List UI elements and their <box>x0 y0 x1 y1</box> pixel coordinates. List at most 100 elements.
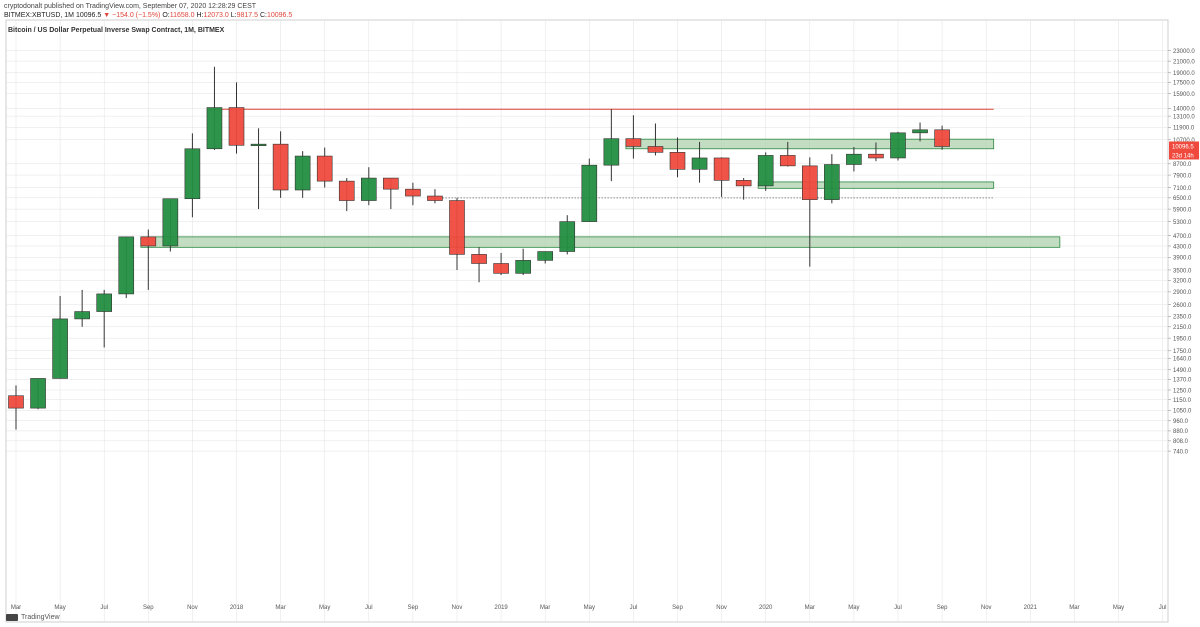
x-tick-label: Mar <box>1069 605 1079 611</box>
x-tick-label: Jul <box>630 605 638 611</box>
x-tick-label: May <box>319 605 330 611</box>
publisher-line: cryptodonalt published on TradingView.co… <box>4 3 257 10</box>
plot-frame <box>5 19 1169 623</box>
candle-body <box>912 129 928 134</box>
candle-body <box>779 155 796 167</box>
y-tick-label: 1050.0 <box>1173 409 1192 415</box>
y-tick-label: 5300.0 <box>1173 220 1192 226</box>
candle-body <box>427 195 443 201</box>
y-tick-label: 880.0 <box>1173 429 1189 435</box>
candle-body <box>30 378 46 409</box>
y-tick-label: 7900.0 <box>1173 173 1192 179</box>
last-price-tag <box>1169 141 1199 151</box>
y-tick-label: 3900.0 <box>1173 256 1192 262</box>
candle-body <box>647 146 664 153</box>
candle-body <box>757 155 774 187</box>
x-tick-label: Sep <box>143 605 154 611</box>
candle-body <box>140 236 157 247</box>
candle-body <box>603 138 620 166</box>
x-tick-label: Jul <box>365 605 373 611</box>
last-price-label: 10096.5 <box>1172 144 1194 150</box>
candle-body <box>713 157 730 181</box>
y-tick-label: 1750.0 <box>1173 349 1192 355</box>
y-tick-label: 21000.0 <box>1173 59 1195 65</box>
y-tick-label: 1950.0 <box>1173 336 1192 342</box>
candle-body <box>581 164 598 222</box>
candle-body <box>801 165 818 200</box>
x-tick-label: May <box>1113 605 1124 611</box>
candle-body <box>383 177 399 190</box>
candle-body <box>691 157 708 170</box>
y-tick-label: 15900.0 <box>1173 92 1195 98</box>
candle-body <box>272 143 289 191</box>
x-tick-label: Nov <box>716 605 727 611</box>
y-tick-label: 11900.0 <box>1173 126 1195 132</box>
x-tick-label: 2019 <box>494 605 508 611</box>
candle-body <box>669 152 686 170</box>
candle-body <box>360 177 377 201</box>
candle-body <box>449 200 465 255</box>
candle-body <box>228 107 245 146</box>
x-tick-label: Jul <box>100 605 108 611</box>
close-value: 10096.5 <box>266 12 293 19</box>
candle-body <box>74 311 90 320</box>
y-tick-label: 10700.0 <box>1173 138 1195 144</box>
candle-body <box>515 260 531 274</box>
candle-body <box>206 107 223 150</box>
x-tick-label: Mar <box>11 605 21 611</box>
y-tick-label: 2150.0 <box>1173 325 1192 331</box>
x-tick-label: 2021 <box>1024 605 1038 611</box>
candle-body <box>162 198 179 247</box>
last-price: 10096.5 <box>75 12 102 19</box>
candle-body <box>559 221 576 252</box>
candle-body <box>471 254 487 264</box>
y-tick-label: 740.0 <box>1173 449 1189 455</box>
y-tick-label: 17500.0 <box>1173 81 1195 87</box>
arrow-down-icon: ▼ <box>103 12 111 19</box>
y-tick-label: 960.0 <box>1173 419 1189 425</box>
y-tick-label: 1150.0 <box>1173 398 1192 404</box>
candle-body <box>846 153 862 165</box>
brand-name: TradingView <box>21 614 60 621</box>
high-label: H: <box>196 12 204 19</box>
x-tick-label: 2018 <box>230 605 244 611</box>
chart-title: Bitcoin / US Dollar Perpetual Inverse Sw… <box>8 27 225 34</box>
candle-body <box>338 180 355 201</box>
candle-body <box>405 188 421 197</box>
sr-zone <box>140 236 1061 248</box>
candle-body <box>890 132 906 159</box>
x-tick-label: Jul <box>1159 605 1167 611</box>
price-change: −154.0 (−1.5%) <box>112 12 161 19</box>
countdown-label: 23d 14h <box>1172 153 1194 159</box>
x-tick-label: Mar <box>540 605 550 611</box>
y-tick-label: 8700.0 <box>1173 162 1192 168</box>
y-tick-label: 5900.0 <box>1173 207 1192 213</box>
x-tick-label: Jul <box>894 605 902 611</box>
high-value: 12073.0 <box>203 12 229 19</box>
y-tick-label: 1640.0 <box>1173 357 1192 363</box>
y-tick-label: 1370.0 <box>1173 378 1192 384</box>
countdown-tag <box>1169 150 1199 160</box>
x-tick-label: Nov <box>187 605 198 611</box>
symbol-label: BITMEX:XBTUSD, 1M <box>4 12 75 19</box>
y-tick-label: 4700.0 <box>1173 234 1192 240</box>
low-label: L: <box>230 12 237 19</box>
close-label: C: <box>259 12 267 19</box>
y-tick-label: 2900.0 <box>1173 290 1192 296</box>
candle-body <box>824 164 840 200</box>
x-tick-label: Nov <box>452 605 463 611</box>
candle-body <box>537 251 554 261</box>
candle-body <box>8 395 24 409</box>
y-tick-label: 14000.0 <box>1173 107 1195 113</box>
x-tick-label: Sep <box>672 605 683 611</box>
x-tick-label: Mar <box>805 605 815 611</box>
tradingview-logo: TradingView <box>6 614 60 621</box>
y-tick-label: 4300.0 <box>1173 244 1192 250</box>
tradingview-logo-icon <box>6 614 18 621</box>
sr-zone <box>757 181 995 189</box>
candle-body <box>96 293 112 312</box>
x-tick-label: Mar <box>275 605 285 611</box>
x-tick-label: May <box>848 605 859 611</box>
x-tick-label: Sep <box>937 605 948 611</box>
